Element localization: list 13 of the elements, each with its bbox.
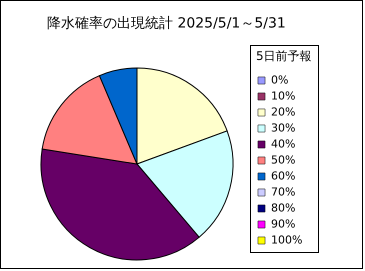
chart-title: 降水確率の出現統計 2025/5/1～5/31: [47, 16, 286, 32]
legend-title: 5日前予報: [256, 49, 312, 63]
legend-label: 70%: [271, 186, 296, 198]
legend-label: 100%: [271, 234, 302, 246]
legend-label: 80%: [271, 202, 296, 214]
legend-label: 20%: [271, 106, 296, 118]
legend-label: 50%: [271, 154, 296, 166]
legend-label: 90%: [271, 218, 296, 230]
legend-label: 0%: [271, 74, 288, 86]
legend-label: 30%: [271, 122, 296, 134]
legend-label: 40%: [271, 138, 296, 150]
legend-label: 10%: [271, 90, 296, 102]
legend-label: 60%: [271, 170, 296, 182]
